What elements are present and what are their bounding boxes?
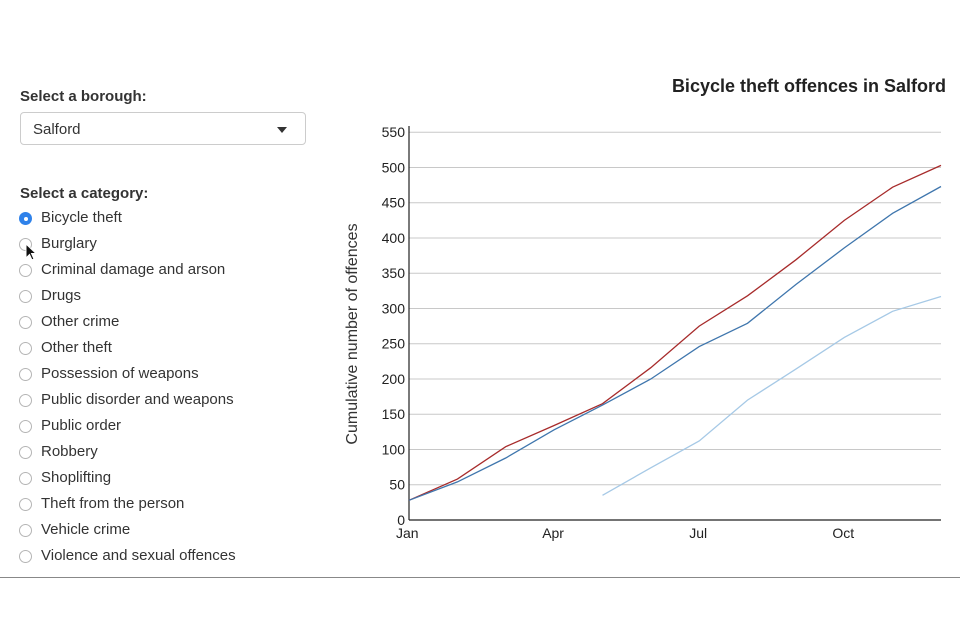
- y-tick-label: 400: [382, 230, 406, 246]
- radio-button[interactable]: [19, 342, 32, 355]
- category-option-label: Other crime: [41, 313, 120, 330]
- y-tick-label: 300: [382, 300, 406, 316]
- radio-button[interactable]: [19, 290, 32, 303]
- radio-button[interactable]: [19, 394, 32, 407]
- mouse-pointer-icon: [25, 243, 37, 261]
- series-line: [408, 164, 942, 501]
- category-option-label: Burglary: [41, 235, 97, 252]
- radio-button[interactable]: [19, 446, 32, 459]
- radio-button[interactable]: [19, 264, 32, 277]
- borough-select[interactable]: Salford: [20, 112, 306, 145]
- category-option-label: Violence and sexual offences: [41, 547, 236, 564]
- category-option-label: Vehicle crime: [41, 521, 131, 538]
- category-option-label: Other theft: [41, 339, 112, 356]
- x-tick-label: Jul: [689, 525, 707, 541]
- category-option-label: Public order: [41, 417, 122, 434]
- radio-button[interactable]: [19, 524, 32, 537]
- x-tick-label: Apr: [542, 525, 564, 541]
- category-option-label: Criminal damage and arson: [41, 261, 226, 278]
- category-option-label: Public disorder and weapons: [41, 391, 234, 408]
- radio-button[interactable]: [19, 420, 32, 433]
- y-tick-label: 550: [382, 124, 406, 140]
- chart-title: Bicycle theft offences in Salford: [672, 76, 946, 96]
- series-line: [602, 295, 942, 496]
- divider: [0, 577, 960, 578]
- category-option-label: Theft from the person: [41, 495, 185, 512]
- radio-button[interactable]: [19, 472, 32, 485]
- y-tick-label: 250: [382, 336, 406, 352]
- x-tick-label: Oct: [832, 525, 854, 541]
- radio-button[interactable]: [19, 212, 32, 225]
- radio-button[interactable]: [19, 368, 32, 381]
- y-tick-label: 50: [389, 477, 405, 493]
- y-tick-label: 450: [382, 195, 406, 211]
- y-tick-label: 100: [382, 441, 406, 457]
- category-option-label: Shoplifting: [41, 469, 112, 486]
- y-tick-label: 350: [382, 265, 406, 281]
- chevron-down-icon: [277, 127, 287, 133]
- y-tick-label: 0: [397, 512, 405, 528]
- x-tick-label: Jan: [396, 525, 419, 541]
- category-option-label: Possession of weapons: [41, 365, 199, 382]
- series-line: [408, 185, 942, 501]
- radio-button[interactable]: [19, 316, 32, 329]
- radio-button[interactable]: [19, 498, 32, 511]
- category-option-label: Bicycle theft: [41, 209, 122, 226]
- borough-select-value: Salford: [33, 121, 81, 138]
- y-tick-label: 200: [382, 371, 406, 387]
- y-axis-title: Cumulative number of offences: [344, 223, 361, 444]
- radio-button[interactable]: [19, 550, 32, 563]
- y-tick-label: 500: [382, 159, 406, 175]
- y-tick-label: 150: [382, 406, 406, 422]
- category-option-label: Robbery: [41, 443, 98, 460]
- category-label: Select a category:: [20, 185, 149, 202]
- category-option-label: Drugs: [41, 287, 82, 304]
- borough-label: Select a borough:: [20, 88, 147, 105]
